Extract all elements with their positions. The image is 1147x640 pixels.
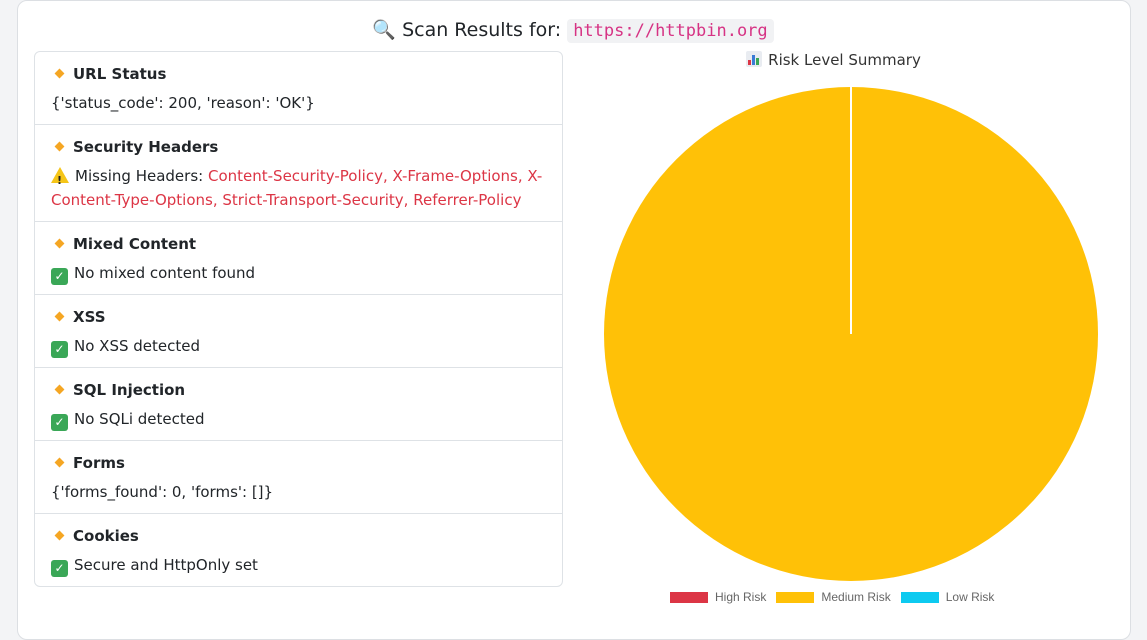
check-mark-icon: ✓ — [51, 560, 68, 577]
legend-swatch — [776, 591, 815, 603]
check-mark-icon: ✓ — [51, 414, 68, 431]
page-title: 🔍 Scan Results for: https://httpbin.org — [18, 16, 1128, 45]
warning-icon — [51, 167, 69, 193]
title-prefix: Scan Results for: — [402, 19, 562, 41]
result-item: SQL Injection ✓ No SQLi detected — [35, 368, 562, 441]
result-item: URL Status {'status_code': 200, 'reason':… — [35, 52, 562, 125]
chart-legend: High Risk Medium Risk Low Risk — [670, 590, 994, 604]
result-title: Security Headers — [51, 136, 546, 158]
legend-label: High Risk — [715, 590, 767, 604]
legend-swatch — [900, 591, 939, 603]
result-body: ✓ No XSS detected — [51, 334, 546, 358]
result-body: {'forms_found': 0, 'forms': []} — [51, 483, 274, 501]
result-item: Forms {'forms_found': 0, 'forms': []} — [35, 441, 562, 514]
result-body: {'status_code': 200, 'reason': 'OK'} — [51, 94, 315, 112]
result-title: Mixed Content — [51, 233, 546, 255]
result-item: XSS ✓ No XSS detected — [35, 295, 562, 368]
result-title: URL Status — [51, 63, 546, 85]
legend-item-low-risk[interactable]: Low Risk — [900, 590, 995, 604]
result-title: Forms — [51, 452, 546, 474]
risk-pie-chart — [604, 87, 1098, 581]
result-title: XSS — [51, 306, 546, 328]
legend-swatch — [670, 591, 708, 603]
result-body: ✓ Secure and HttpOnly set — [51, 553, 546, 577]
check-mark-icon: ✓ — [51, 341, 68, 358]
result-item: Cookies ✓ Secure and HttpOnly set — [35, 514, 562, 586]
check-mark-icon: ✓ — [51, 268, 68, 285]
legend-label: Medium Risk — [821, 590, 891, 604]
result-title: SQL Injection — [51, 379, 546, 401]
chart-title: Risk Level Summary — [700, 49, 967, 71]
legend-label: Low Risk — [945, 590, 995, 604]
scanned-url: https://httpbin.org — [567, 19, 774, 43]
result-title: Cookies — [51, 525, 546, 547]
bar-chart-icon — [746, 51, 763, 67]
legend-item-high-risk[interactable]: High Risk — [670, 590, 766, 604]
magnifier-icon: 🔍 — [372, 19, 397, 41]
legend-item-medium-risk[interactable]: Medium Risk — [776, 590, 891, 604]
result-body: ✓ No SQLi detected — [51, 407, 546, 431]
results-list: URL Status {'status_code': 200, 'reason':… — [34, 51, 563, 587]
result-body: Missing Headers: Content-Security-Policy… — [51, 164, 546, 212]
result-item: Mixed Content ✓ No mixed content found — [35, 222, 562, 295]
result-body: ✓ No mixed content found — [51, 261, 546, 285]
result-item: Security Headers Missing Headers: Content… — [35, 125, 562, 222]
